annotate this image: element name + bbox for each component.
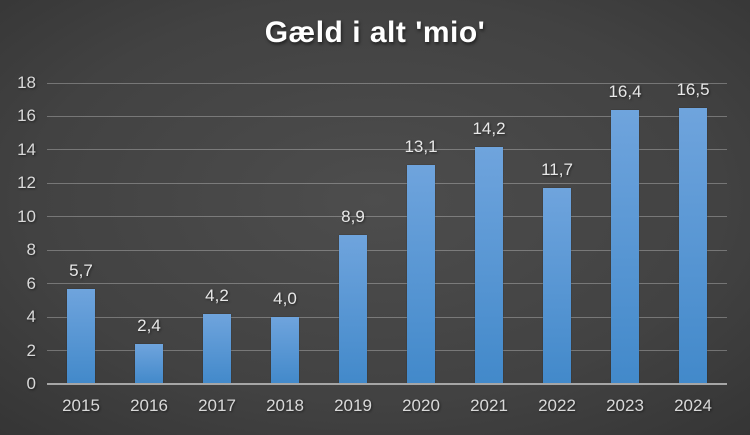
bar-value-label: 11,7	[541, 160, 573, 180]
y-tick-label: 8	[26, 240, 36, 260]
bar-value-label: 4,0	[273, 289, 297, 309]
bar-value-label: 16,4	[608, 81, 642, 101]
x-tick-label: 2019	[334, 396, 372, 415]
y-tick-label: 12	[17, 173, 36, 193]
x-tick-label: 2021	[470, 396, 508, 415]
y-tick-label: 10	[17, 206, 36, 226]
bar-value-label: 8,9	[341, 207, 365, 227]
bar-value-label: 14,2	[472, 118, 506, 138]
x-tick-label: 2016	[130, 396, 168, 415]
y-tick-label: 18	[17, 73, 36, 92]
gridline	[47, 350, 727, 352]
plot-area: 5,7 2,4 4,2 4,0 8,9 13,1 14,2 11,7 16,4 16,5	[47, 80, 727, 385]
chart-title: Gæld i alt 'mio'	[264, 16, 486, 49]
x-tick-label: 2018	[266, 396, 304, 415]
gridline	[47, 283, 727, 285]
gridline	[47, 249, 727, 251]
y-tick-label: 2	[26, 340, 36, 360]
x-tick-label: 2017	[198, 396, 236, 415]
bar-value-label: 4,2	[205, 285, 229, 305]
y-tick-label: 4	[26, 307, 36, 327]
bar-value-label: 13,1	[404, 136, 438, 156]
x-tick-label: 2020	[402, 396, 440, 415]
bar-2022	[543, 188, 571, 384]
bar-value-label: 5,7	[69, 260, 93, 280]
x-tick-label: 2023	[606, 396, 644, 415]
bar-2019	[339, 235, 367, 384]
gridline	[47, 82, 727, 84]
gridline	[47, 182, 727, 184]
bar-value-label: 16,5	[676, 80, 710, 100]
x-tick-label: 2022	[538, 396, 576, 415]
x-tick-label: 2015	[62, 396, 100, 415]
gridline	[47, 216, 727, 218]
bar-2023	[611, 109, 639, 384]
bar-value-label: 2,4	[137, 315, 161, 335]
y-tick-label: 16	[17, 106, 36, 126]
x-axis-line	[47, 383, 727, 385]
x-tick-label: 2024	[674, 396, 712, 415]
gridline	[47, 115, 727, 117]
y-tick-label: 14	[17, 139, 36, 159]
bar-2021	[475, 146, 503, 384]
bar-2015	[67, 288, 95, 384]
bar-2020	[407, 164, 435, 384]
bar-2017	[203, 313, 231, 384]
gridline	[47, 316, 727, 318]
bar-2024	[679, 108, 707, 384]
y-tick-label: 0	[26, 374, 36, 393]
y-tick-label: 6	[26, 273, 36, 293]
bar-2016	[135, 343, 163, 384]
bar-2018	[271, 317, 299, 384]
gridline	[47, 149, 727, 151]
